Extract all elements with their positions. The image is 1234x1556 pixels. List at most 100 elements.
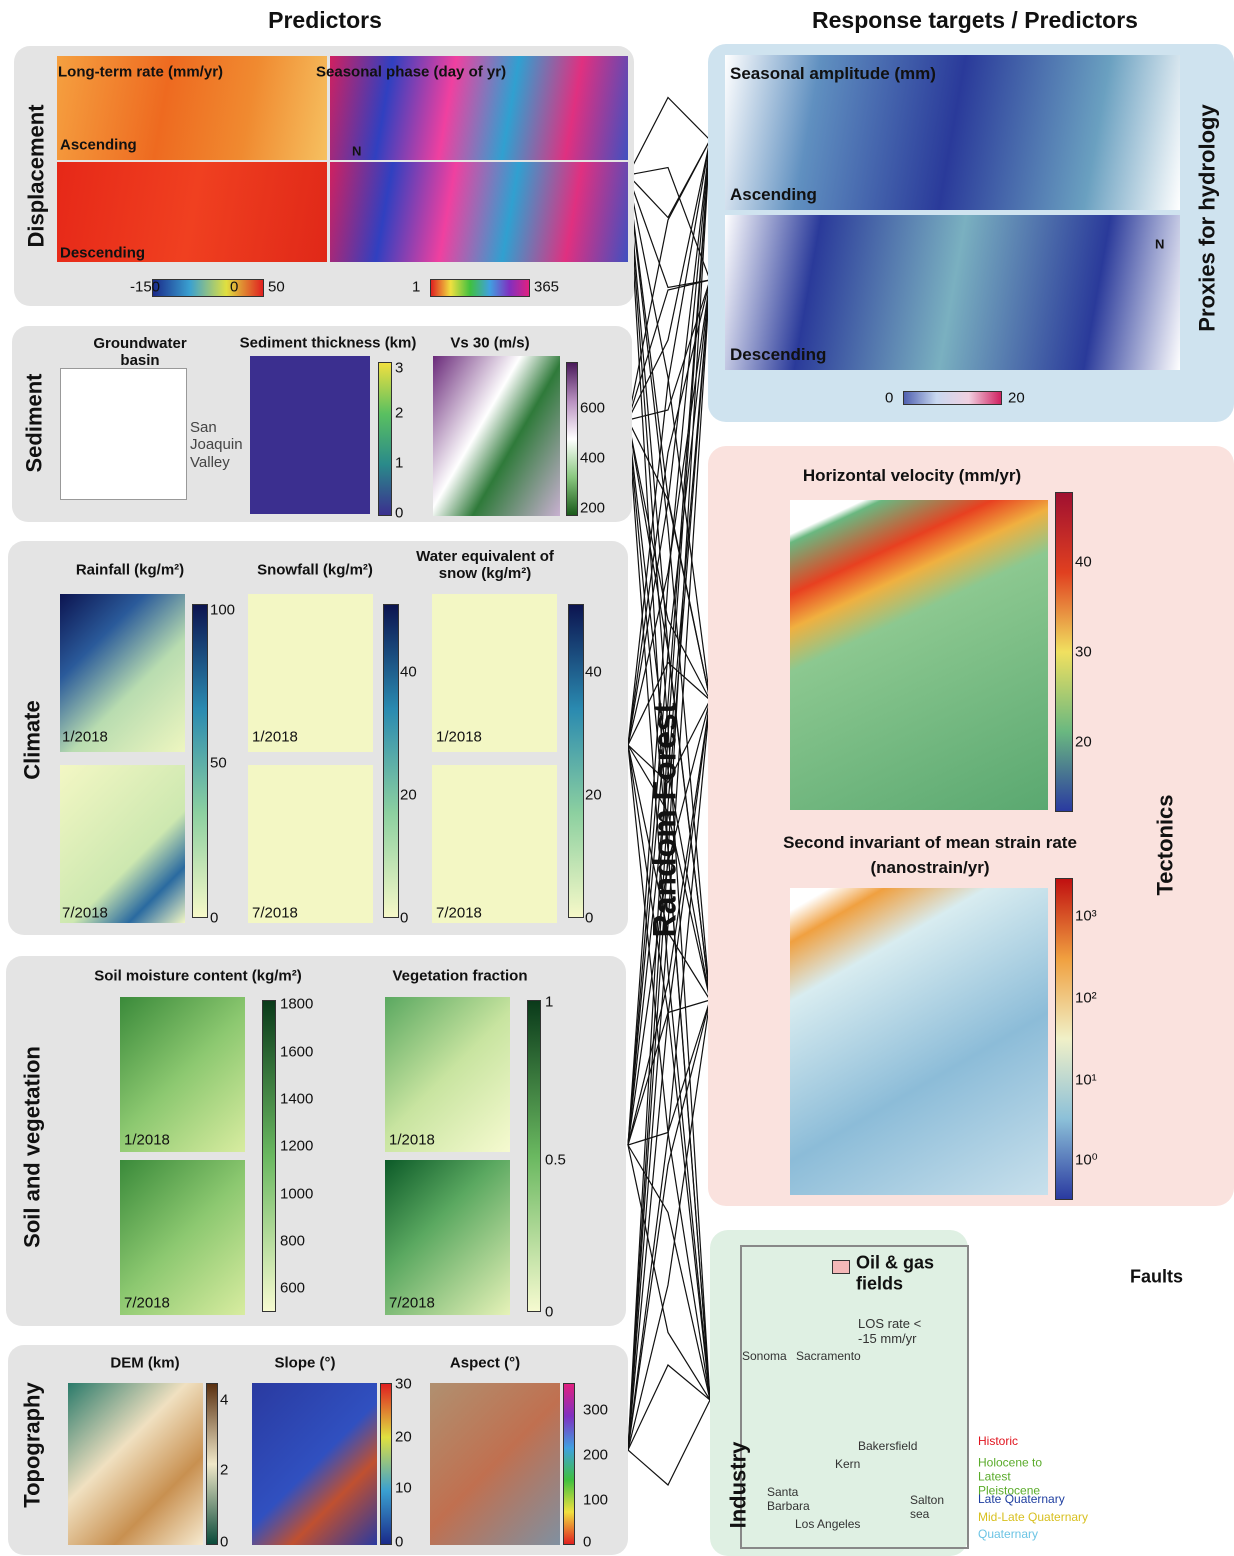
colorbar: [903, 391, 1002, 405]
tick-label: 1800: [280, 995, 313, 1012]
colorbar: [383, 604, 399, 918]
panel-label: Proxies for hydrology: [1194, 104, 1219, 331]
label: (nanostrain/yr): [870, 858, 989, 878]
tick-label: 400: [580, 449, 605, 466]
figure: Predictors Response targets / Predictors D…: [0, 0, 1234, 1556]
tick-label: 10: [395, 1479, 412, 1496]
network-line: [628, 1365, 710, 1450]
label: Long-term rate (mm/yr): [58, 63, 223, 80]
tick-label: 600: [280, 1279, 305, 1296]
label: Descending: [60, 244, 145, 261]
label: Groundwater basin: [75, 335, 205, 370]
tick-label: 1000: [280, 1185, 313, 1202]
tick-label: 2: [395, 404, 403, 421]
legend-entry: Historic: [978, 1435, 1018, 1449]
legend-entry: Late Quaternary: [978, 1493, 1065, 1507]
label: Sediment thickness (km): [240, 334, 417, 351]
map: [432, 765, 557, 923]
label: Predictors: [268, 7, 382, 33]
label: Aspect (°): [450, 1354, 520, 1371]
label: Ascending: [730, 185, 817, 205]
map: [68, 1383, 203, 1545]
tick-label: 0: [230, 278, 238, 295]
map: [120, 997, 245, 1152]
tick-label: 0.5: [545, 1151, 566, 1168]
map: [975, 1235, 1234, 1556]
tick-label: 365: [534, 278, 559, 295]
tick-label: 40: [1075, 553, 1092, 570]
date-label: 1/2018: [389, 1131, 435, 1148]
label: Oil & gas fields: [856, 1252, 966, 1293]
tick-label: -150: [130, 278, 160, 295]
tick-label: 4: [220, 1391, 228, 1408]
tick-label: 10³: [1075, 907, 1097, 924]
label: Slope (°): [275, 1354, 336, 1371]
date-label: 7/2018: [389, 1294, 435, 1311]
label: DEM (km): [110, 1354, 179, 1371]
colorbar: [527, 1000, 541, 1312]
label: Vs 30 (m/s): [450, 334, 529, 351]
tick-label: 20: [1075, 733, 1092, 750]
tick-label: 20: [585, 786, 602, 803]
tick-label: 2: [220, 1461, 228, 1478]
colorbar: [566, 362, 578, 516]
tick-label: 1: [412, 278, 420, 295]
tick-label: 20: [400, 786, 417, 803]
legend-swatch: [832, 1260, 850, 1274]
date-label: 7/2018: [252, 904, 298, 921]
map: [790, 500, 1048, 810]
tick-label: 0: [885, 389, 893, 406]
legend-entry: Mid-Late Quaternary: [978, 1511, 1088, 1525]
tick-label: 100: [210, 601, 235, 618]
label: Horizontal velocity (mm/yr): [803, 466, 1021, 486]
tick-label: 0: [395, 504, 403, 521]
tick-label: 0: [583, 1533, 591, 1550]
label: Second invariant of mean strain rate: [783, 833, 1077, 853]
date-label: 7/2018: [436, 904, 482, 921]
panel-label: Topography: [19, 1382, 44, 1507]
panel-label: Tectonics: [1152, 794, 1177, 895]
map: [385, 1160, 510, 1315]
tick-label: 40: [585, 663, 602, 680]
center-label: Random Forest: [647, 703, 684, 938]
tick-label: 0: [545, 1303, 553, 1320]
tick-label: 1: [395, 454, 403, 471]
map: [248, 765, 373, 923]
city-label: Santa Barbara: [767, 1486, 822, 1514]
label: Rainfall (kg/m²): [76, 561, 184, 578]
map: [250, 356, 370, 514]
map: [330, 162, 628, 262]
tick-label: 30: [1075, 643, 1092, 660]
tick-label: 20: [395, 1428, 412, 1445]
date-label: 1/2018: [436, 728, 482, 745]
tick-label: 200: [580, 499, 605, 516]
date-label: 7/2018: [124, 1294, 170, 1311]
tick-label: 50: [268, 278, 285, 295]
tick-label: 1600: [280, 1043, 313, 1060]
date-label: 1/2018: [252, 728, 298, 745]
city-label: Los Angeles: [795, 1518, 860, 1532]
panel-label: Sediment: [21, 373, 46, 472]
panel-label: Displacement: [23, 104, 48, 247]
city-label: Bakersfield: [858, 1440, 917, 1454]
map: [60, 765, 185, 923]
label: Descending: [730, 345, 826, 365]
tick-label: 20: [1008, 389, 1025, 406]
panel-label: Industry: [725, 1442, 750, 1529]
network-line: [628, 168, 710, 281]
legend-entry: Quaternary: [978, 1528, 1038, 1542]
label: Seasonal amplitude (mm): [730, 64, 936, 84]
tick-label: 40: [400, 663, 417, 680]
city-label: Sonoma: [742, 1350, 787, 1364]
label: Response targets / Predictors: [812, 7, 1138, 33]
label: LOS rate < -15 mm/yr: [858, 1317, 938, 1347]
network-line: [628, 1400, 710, 1485]
map: [60, 368, 187, 500]
tick-label: 1: [545, 993, 553, 1010]
tick-label: 300: [583, 1401, 608, 1418]
city-label: Kern: [835, 1458, 860, 1472]
tick-label: 10⁰: [1075, 1151, 1098, 1168]
label: Water equivalent of snow (kg/m²): [400, 548, 570, 583]
colorbar: [378, 362, 392, 516]
map: [252, 1383, 377, 1545]
